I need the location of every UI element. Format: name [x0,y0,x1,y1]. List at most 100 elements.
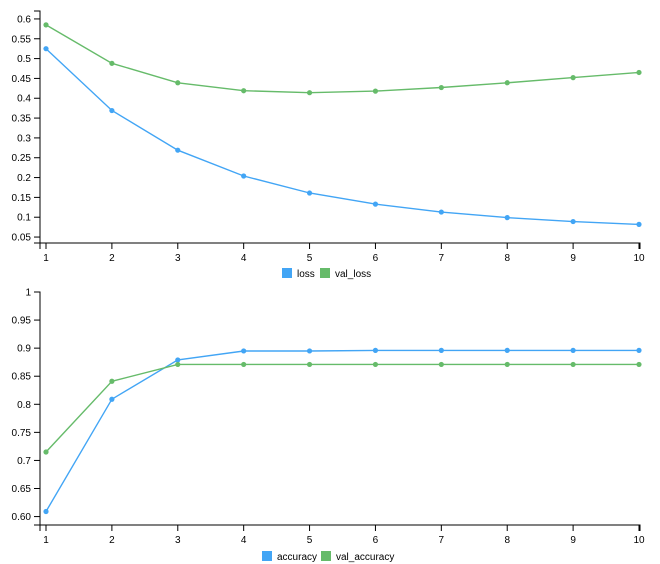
data-point-accuracy[interactable] [570,347,576,353]
chart-1: 0.05 0.1 0.15 0.2 0.25 0.3 0.35 0.4 0.45 0.5 0.55 0… [12,10,645,280]
y-tick-label: 0.75 [12,428,32,439]
x-tick-label: 9 [570,253,576,264]
data-point-val_accuracy[interactable] [570,361,576,368]
data-point-val_accuracy[interactable] [504,361,510,368]
y-tick-label: 0.2 [17,173,31,184]
y-tick-label: 0.25 [12,153,32,164]
series-line-loss [45,48,640,226]
data-point-loss[interactable] [175,147,181,153]
x-tick-label: 6 [373,535,379,546]
y-tick-label: 0.9 [17,344,31,355]
x-tick-label: 10 [633,535,645,546]
x-tick-label: 8 [504,253,510,264]
data-point-val_loss[interactable] [570,75,576,81]
legend-label-accuracy[interactable]: accuracy [277,552,317,563]
x-tick-label: 8 [504,535,510,546]
data-point-accuracy[interactable] [109,396,115,402]
x-tick-label: 10 [633,253,645,264]
data-point-val_loss[interactable] [438,84,444,91]
data-point-loss[interactable] [306,190,313,196]
x-tick-label: 2 [109,253,115,264]
x-axis-line [39,242,641,249]
data-point-val_accuracy[interactable] [43,449,49,455]
y-tick-label: 0.5 [17,54,31,65]
x-tick-label: 7 [439,253,445,264]
x-tick-label: 4 [241,253,247,264]
data-point-val_loss[interactable] [306,90,313,96]
y-tick-label: 0.1 [17,213,31,224]
y-tick-label: 0.55 [12,34,32,45]
legend-swatch-accuracy[interactable] [262,551,272,561]
chart-2: 0.60 0.65 0.7 0.75 0.8 0.85 0.9 0.95 1 1 2 3 4 5 6 7 8 9 1… [12,288,645,564]
data-point-accuracy[interactable] [241,348,247,354]
data-point-val_loss[interactable] [241,88,247,94]
x-tick-label: 5 [307,535,313,546]
x-tick-label: 5 [307,253,313,264]
x-tick-label: 1 [43,535,49,546]
data-point-val_loss[interactable] [504,80,510,86]
data-point-accuracy[interactable] [372,347,379,353]
y-tick-label: 0.7 [17,456,31,467]
data-point-accuracy[interactable] [306,348,313,354]
data-point-loss[interactable] [372,201,379,207]
x-tick-label: 1 [43,253,49,264]
data-point-val_loss[interactable] [109,60,115,66]
data-point-accuracy[interactable] [636,347,642,353]
data-point-loss[interactable] [241,173,247,179]
legend-label-val_loss[interactable]: val_loss [335,269,371,280]
x-axis-line [39,524,641,531]
legend-swatch-loss[interactable] [282,268,292,278]
data-point-loss[interactable] [109,107,115,114]
data-point-val_accuracy[interactable] [241,361,247,368]
x-tick-label: 2 [109,535,115,546]
y-tick-label: 0.95 [12,316,32,327]
y-tick-label: 0.8 [17,400,31,411]
y-tick-label: 1 [25,288,31,299]
data-point-val_accuracy[interactable] [372,361,379,368]
x-tick-label: 4 [241,535,247,546]
data-point-accuracy[interactable] [504,347,510,353]
y-tick-label: 0.35 [12,114,32,125]
data-point-val_accuracy[interactable] [175,361,181,368]
series-line-val_loss [45,24,640,94]
data-point-loss[interactable] [636,221,642,227]
data-point-accuracy[interactable] [43,508,49,515]
legend-label-loss[interactable]: loss [297,269,315,280]
y-tick-label: 0.05 [12,233,32,244]
y-axis-line [34,10,41,244]
data-point-val_loss[interactable] [43,22,49,28]
y-tick-label: 0.3 [17,133,31,144]
y-tick-label: 0.45 [12,74,32,85]
data-point-val_accuracy[interactable] [306,361,313,368]
y-tick-label: 0.6 [17,14,31,25]
y-tick-label: 0.4 [17,94,31,105]
data-point-val_loss[interactable] [372,88,379,94]
data-point-loss[interactable] [570,218,576,225]
x-tick-label: 7 [439,535,445,546]
data-point-loss[interactable] [438,209,444,215]
y-axis-line [34,291,41,526]
data-point-val_loss[interactable] [636,69,642,76]
data-point-accuracy[interactable] [175,357,181,363]
x-tick-label: 3 [175,253,181,264]
x-tick-label: 3 [175,535,181,546]
data-point-val_accuracy[interactable] [636,361,642,368]
data-point-val_loss[interactable] [175,80,181,86]
data-point-val_accuracy[interactable] [438,361,444,368]
legend-swatch-val_loss[interactable] [320,268,330,278]
data-point-val_accuracy[interactable] [109,378,115,384]
data-point-accuracy[interactable] [438,347,444,353]
data-point-loss[interactable] [504,215,510,221]
series-line-val_accuracy [45,363,639,453]
series-line-accuracy [45,349,639,512]
y-tick-label: 0.15 [12,193,32,204]
y-tick-label: 0.60 [12,512,32,523]
legend-swatch-val_accuracy[interactable] [321,551,331,561]
x-tick-label: 9 [570,535,576,546]
data-point-loss[interactable] [43,46,49,52]
x-tick-label: 6 [373,253,379,264]
y-tick-label: 0.85 [12,372,32,383]
legend-label-val_accuracy[interactable]: val_accuracy [336,552,394,563]
